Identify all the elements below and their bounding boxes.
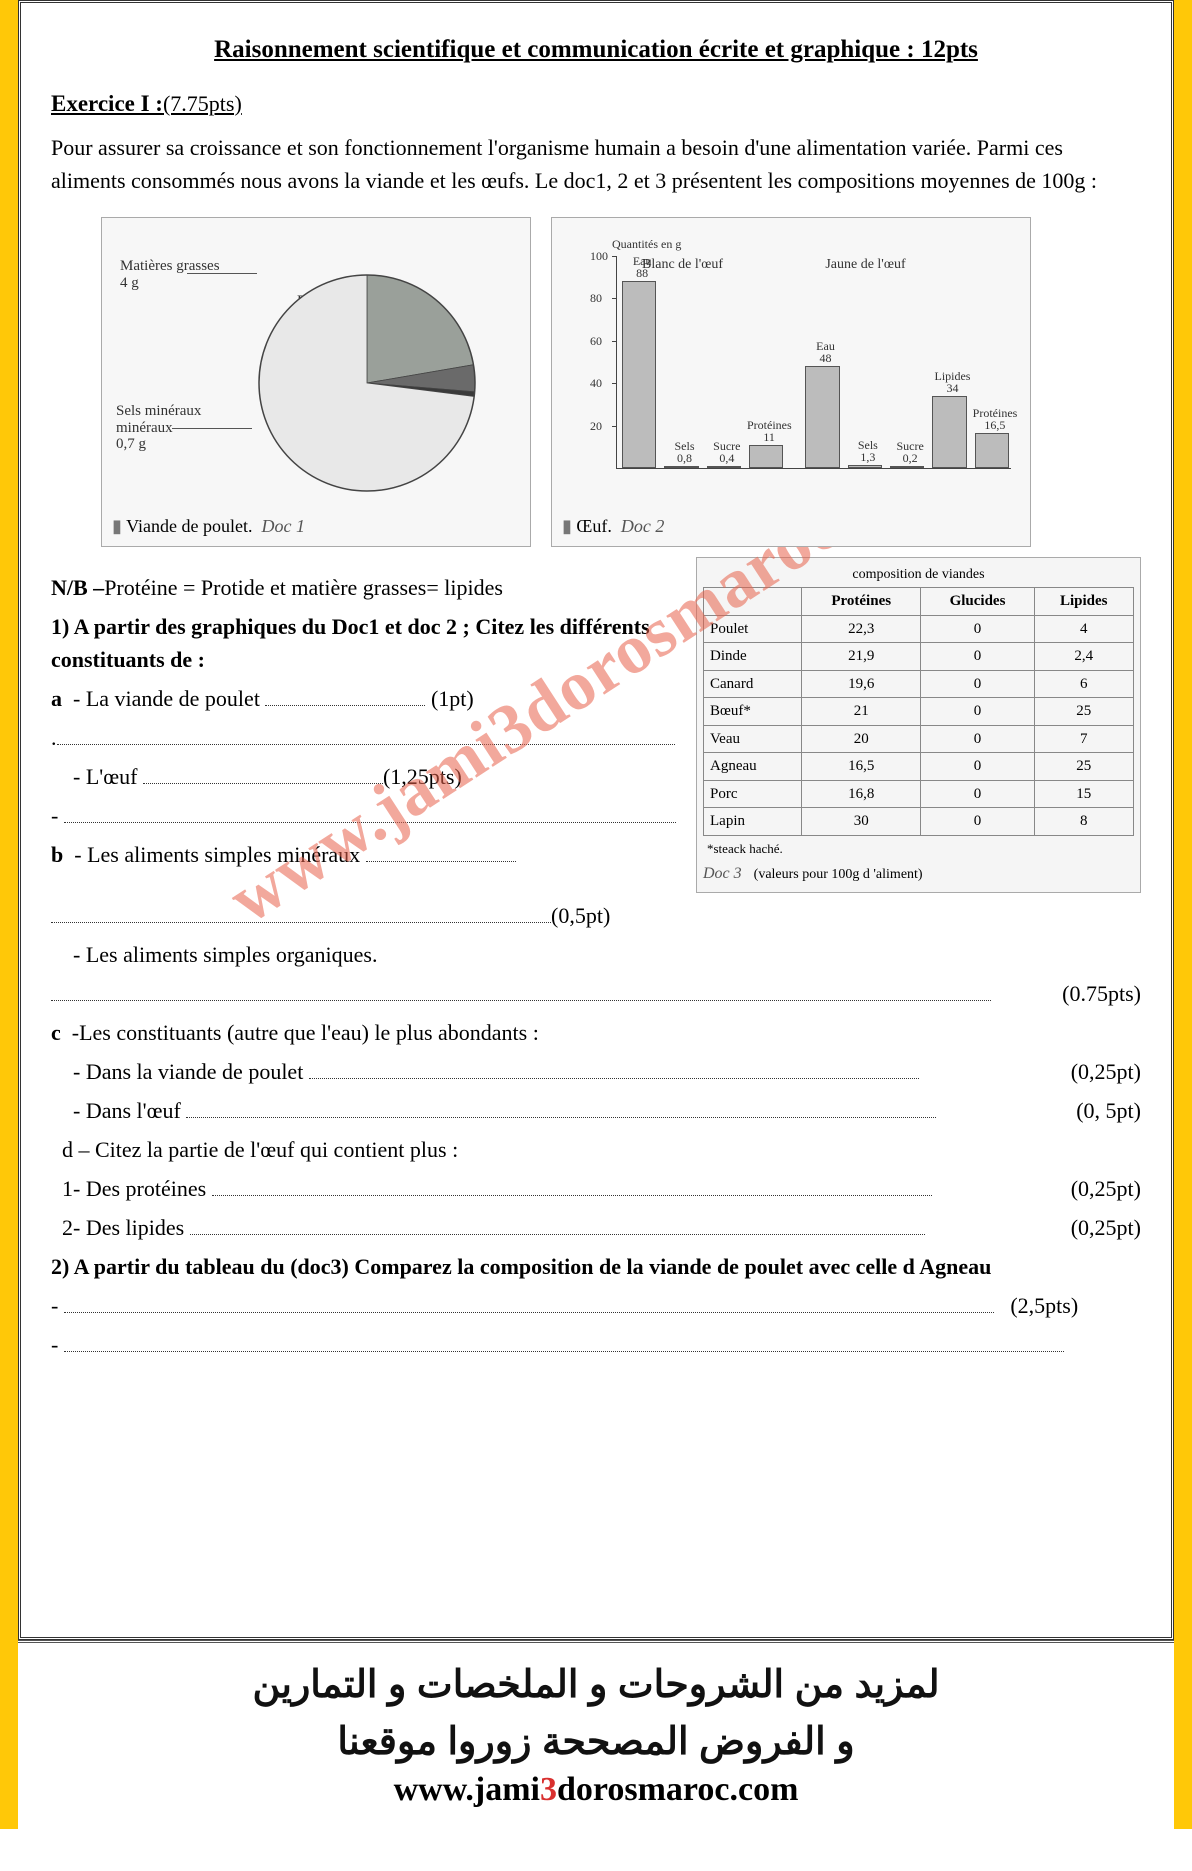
doc1-caption: ▮ Viande de poulet. Doc 1 bbox=[112, 513, 305, 540]
doc1-figure: Matières grasses4 g Protéines22,3 g Eau7… bbox=[101, 217, 531, 547]
table-row: Porc16,8015 bbox=[704, 780, 1134, 808]
q1a2-blank: - bbox=[51, 799, 682, 832]
table-row: Bœuf*21025 bbox=[704, 698, 1134, 726]
doc1-label-mg: Matières grasses4 g bbox=[120, 258, 220, 291]
doc3-note: *steack haché. bbox=[703, 839, 1134, 859]
intro-paragraph: Pour assurer sa croissance et son foncti… bbox=[51, 131, 1141, 197]
table-row: Veau2007 bbox=[704, 725, 1134, 753]
doc3-table-box: composition de viandes ProtéinesGlucides… bbox=[696, 557, 1141, 893]
doc3-table: ProtéinesGlucidesLipides Poulet22,304Din… bbox=[703, 587, 1134, 836]
q2-lead: 2) A partir du tableau du (doc3) Compare… bbox=[51, 1250, 1141, 1283]
exercise-heading: Exercice I :(7.75pts) bbox=[51, 87, 1141, 122]
q1c: c -Les constituants (autre que l'eau) le… bbox=[51, 1016, 1141, 1049]
q1c1: - Dans la viande de poulet (0,25pt) bbox=[51, 1055, 1141, 1088]
table-row: Agneau16,5025 bbox=[704, 753, 1134, 781]
q1a: a - La viande de poulet (1pt) bbox=[51, 682, 682, 715]
table-row: Lapin3008 bbox=[704, 808, 1134, 836]
questions-col: N/B –Protéine = Protide et matière grass… bbox=[51, 557, 682, 877]
footer-url: www.jami3dorosmaroc.com bbox=[18, 1771, 1174, 1809]
q2-blank1: - (2,5pts) bbox=[51, 1289, 1141, 1322]
doc1-pie bbox=[252, 268, 482, 498]
q1d: d – Citez la partie de l'œuf qui contien… bbox=[51, 1133, 1141, 1166]
main-title: Raisonnement scientifique et communicati… bbox=[51, 31, 1141, 69]
doc3-col: composition de viandes ProtéinesGlucides… bbox=[696, 557, 1141, 893]
doc2-bar-chart: Quantités en g20406080100Eau88Sels0,8Suc… bbox=[582, 238, 1015, 496]
q1a2: - L'œuf (1,25pts) bbox=[51, 760, 682, 793]
doc2-figure: Quantités en g20406080100Eau88Sels0,8Suc… bbox=[551, 217, 1031, 547]
q-and-table: N/B –Protéine = Protide et matière grass… bbox=[51, 557, 1141, 893]
q1b-cont: (0,5pt) bbox=[51, 899, 1141, 932]
exercise-label: Exercice I : bbox=[51, 91, 163, 116]
doc2-caption: ▮ Œuf. Doc 2 bbox=[562, 513, 664, 540]
q2-blank2: - bbox=[51, 1328, 1141, 1361]
exercise-pts: (7.75pts) bbox=[163, 91, 242, 116]
q1b2: - Les aliments simples organiques. bbox=[51, 938, 1141, 971]
figures-row: Matières grasses4 g Protéines22,3 g Eau7… bbox=[101, 217, 1141, 547]
nb-line: N/B –Protéine = Protide et matière grass… bbox=[51, 571, 682, 604]
q1d1: 1- Des protéines (0,25pt) bbox=[51, 1172, 1141, 1205]
q1b: b - Les aliments simples minéraux bbox=[51, 838, 682, 871]
footer-ar-1: لمزيد من الشروحات و الملخصات و التمارين bbox=[18, 1657, 1174, 1714]
doc3-caption: Doc 3 (valeurs pour 100g d 'aliment) bbox=[703, 858, 1134, 886]
table-row: Poulet22,304 bbox=[704, 615, 1134, 643]
q1a-blank: . bbox=[51, 721, 682, 754]
table-row: Dinde21,902,4 bbox=[704, 643, 1134, 671]
footer-ar-2: و الفروض المصححة زوروا موقعنا bbox=[18, 1714, 1174, 1771]
outer-frame: www.jami3dorosmaroc.com Raisonnement sci… bbox=[0, 0, 1192, 1829]
q1b2-blank: (0.75pts) bbox=[51, 977, 1141, 1010]
q1-lead: 1) A partir des graphiques du Doc1 et do… bbox=[51, 610, 682, 676]
doc3-title: composition de viandes bbox=[703, 564, 1134, 587]
footer: لمزيد من الشروحات و الملخصات و التمارين … bbox=[18, 1640, 1174, 1829]
table-row: Canard19,606 bbox=[704, 670, 1134, 698]
q1d2: 2- Des lipides (0,25pt) bbox=[51, 1211, 1141, 1244]
document-page: www.jami3dorosmaroc.com Raisonnement sci… bbox=[18, 0, 1174, 1640]
q1c2: - Dans l'œuf (0, 5pt) bbox=[51, 1094, 1141, 1127]
